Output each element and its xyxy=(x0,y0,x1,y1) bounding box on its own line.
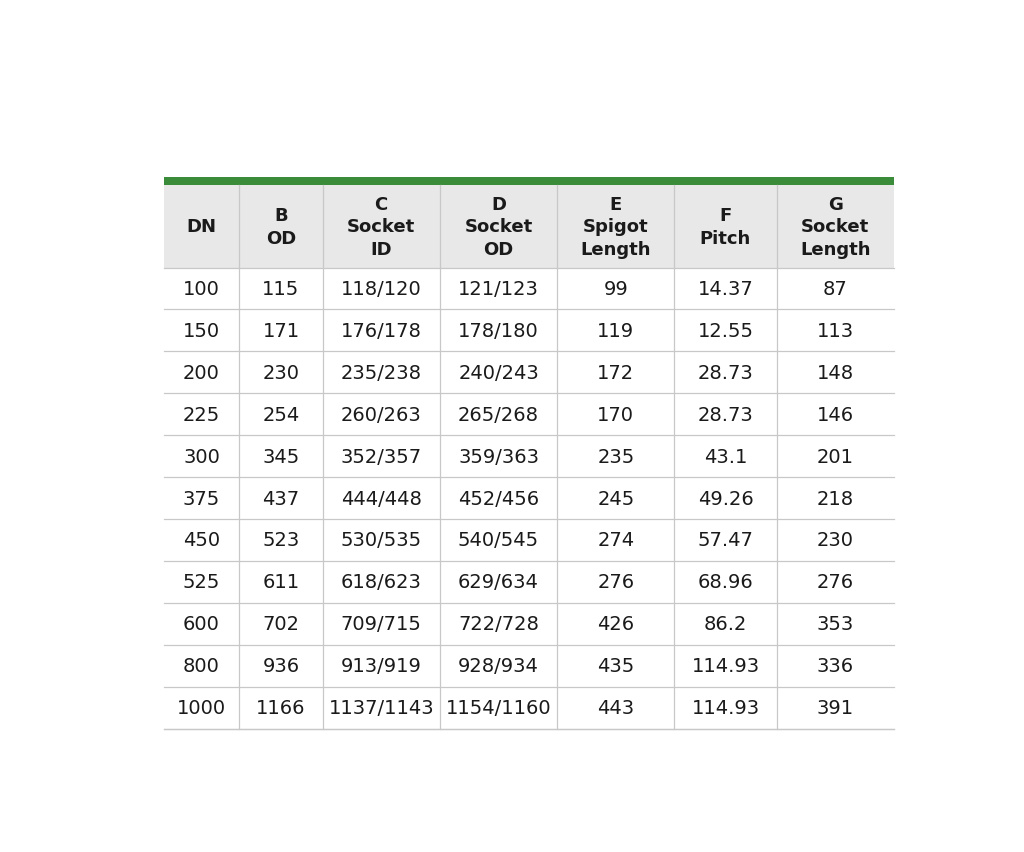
Text: 43.1: 43.1 xyxy=(703,447,748,466)
Text: 702: 702 xyxy=(262,614,299,634)
FancyBboxPatch shape xyxy=(164,687,894,728)
Text: 176/178: 176/178 xyxy=(341,321,422,341)
Text: 113: 113 xyxy=(816,321,854,341)
Text: 235: 235 xyxy=(597,447,635,466)
Text: 254: 254 xyxy=(262,406,300,424)
Text: 300: 300 xyxy=(183,447,220,466)
Text: 525: 525 xyxy=(183,573,220,591)
Text: 1154/1160: 1154/1160 xyxy=(445,699,551,717)
Text: 86.2: 86.2 xyxy=(703,614,748,634)
FancyBboxPatch shape xyxy=(164,561,894,603)
Text: 119: 119 xyxy=(597,321,634,341)
Text: 200: 200 xyxy=(183,364,220,383)
Text: 99: 99 xyxy=(603,279,628,299)
Text: 218: 218 xyxy=(816,489,854,508)
Text: 1166: 1166 xyxy=(256,699,306,717)
Text: 928/934: 928/934 xyxy=(458,657,539,676)
Text: 523: 523 xyxy=(262,531,300,550)
Text: 100: 100 xyxy=(183,279,220,299)
Text: 260/263: 260/263 xyxy=(341,406,422,424)
Text: 14.37: 14.37 xyxy=(697,279,754,299)
Text: 450: 450 xyxy=(183,531,220,550)
Text: 1000: 1000 xyxy=(177,699,226,717)
Text: 437: 437 xyxy=(262,489,300,508)
Text: 274: 274 xyxy=(597,531,634,550)
Text: 121/123: 121/123 xyxy=(458,279,539,299)
Text: 114.93: 114.93 xyxy=(691,657,760,676)
FancyBboxPatch shape xyxy=(164,645,894,687)
Text: 709/715: 709/715 xyxy=(341,614,422,634)
Text: 146: 146 xyxy=(816,406,854,424)
Text: 172: 172 xyxy=(597,364,634,383)
Text: 240/243: 240/243 xyxy=(458,364,539,383)
Text: 235/238: 235/238 xyxy=(341,364,422,383)
Text: B
OD: B OD xyxy=(266,207,296,247)
Text: C
Socket
ID: C Socket ID xyxy=(347,196,416,258)
Text: 49.26: 49.26 xyxy=(697,489,754,508)
Text: 170: 170 xyxy=(597,406,634,424)
Text: 435: 435 xyxy=(597,657,635,676)
Text: 115: 115 xyxy=(262,279,300,299)
FancyBboxPatch shape xyxy=(164,478,894,520)
Text: 936: 936 xyxy=(262,657,300,676)
FancyBboxPatch shape xyxy=(164,310,894,352)
Text: E
Spigot
Length: E Spigot Length xyxy=(581,196,651,258)
Text: 345: 345 xyxy=(262,447,300,466)
Text: 1137/1143: 1137/1143 xyxy=(329,699,434,717)
Text: D
Socket
OD: D Socket OD xyxy=(464,196,532,258)
Text: 68.96: 68.96 xyxy=(697,573,754,591)
Text: 443: 443 xyxy=(597,699,634,717)
Text: F
Pitch: F Pitch xyxy=(699,207,752,247)
FancyBboxPatch shape xyxy=(164,435,894,478)
Text: 375: 375 xyxy=(183,489,220,508)
Text: 722/728: 722/728 xyxy=(458,614,539,634)
FancyBboxPatch shape xyxy=(164,268,894,310)
Text: 913/919: 913/919 xyxy=(341,657,422,676)
Text: 28.73: 28.73 xyxy=(697,406,754,424)
Text: 265/268: 265/268 xyxy=(458,406,539,424)
FancyBboxPatch shape xyxy=(164,187,894,268)
FancyBboxPatch shape xyxy=(164,352,894,394)
Text: 336: 336 xyxy=(816,657,854,676)
Text: 600: 600 xyxy=(183,614,220,634)
Text: 540/545: 540/545 xyxy=(458,531,539,550)
Text: 530/535: 530/535 xyxy=(341,531,422,550)
Text: 178/180: 178/180 xyxy=(458,321,539,341)
Text: 426: 426 xyxy=(597,614,634,634)
Text: 245: 245 xyxy=(597,489,635,508)
Text: 225: 225 xyxy=(183,406,220,424)
Text: 230: 230 xyxy=(817,531,854,550)
Text: 391: 391 xyxy=(816,699,854,717)
Text: 276: 276 xyxy=(816,573,854,591)
Text: 359/363: 359/363 xyxy=(458,447,539,466)
FancyBboxPatch shape xyxy=(164,603,894,645)
Text: 452/456: 452/456 xyxy=(458,489,539,508)
Text: 353: 353 xyxy=(816,614,854,634)
Text: DN: DN xyxy=(186,218,216,236)
Text: 148: 148 xyxy=(816,364,854,383)
Text: 629/634: 629/634 xyxy=(458,573,539,591)
Text: 201: 201 xyxy=(817,447,854,466)
Text: 12.55: 12.55 xyxy=(697,321,754,341)
Text: 114.93: 114.93 xyxy=(691,699,760,717)
Text: 57.47: 57.47 xyxy=(697,531,754,550)
Text: 118/120: 118/120 xyxy=(341,279,422,299)
FancyBboxPatch shape xyxy=(164,520,894,561)
Text: 611: 611 xyxy=(262,573,300,591)
Text: 800: 800 xyxy=(183,657,220,676)
Text: 276: 276 xyxy=(597,573,634,591)
Text: G
Socket
Length: G Socket Length xyxy=(800,196,870,258)
Text: 444/448: 444/448 xyxy=(341,489,422,508)
FancyBboxPatch shape xyxy=(164,394,894,435)
Text: 87: 87 xyxy=(823,279,848,299)
Text: 150: 150 xyxy=(183,321,220,341)
Text: 352/357: 352/357 xyxy=(341,447,422,466)
Text: 230: 230 xyxy=(262,364,299,383)
Text: 28.73: 28.73 xyxy=(697,364,754,383)
Text: 618/623: 618/623 xyxy=(341,573,422,591)
Text: 171: 171 xyxy=(262,321,300,341)
FancyBboxPatch shape xyxy=(164,178,894,187)
